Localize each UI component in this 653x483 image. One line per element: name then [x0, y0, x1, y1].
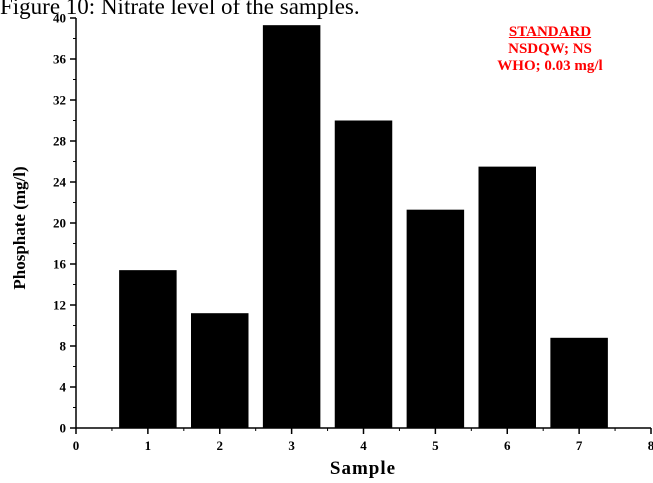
- standard-line-who: WHO; 0.03 mg/l: [497, 58, 603, 74]
- bar-sample-1: [119, 270, 177, 428]
- bars-group: [119, 25, 608, 429]
- x-tick-label: 1: [145, 438, 152, 453]
- x-tick-label: 0: [73, 438, 80, 453]
- y-tick-label: 8: [60, 339, 67, 354]
- standard-legend: STANDARD NSDQW; NS WHO; 0.03 mg/l: [480, 24, 620, 75]
- bar-sample-4: [334, 120, 393, 428]
- bar-sample-2: [191, 313, 249, 428]
- x-tick-label: 8: [648, 438, 653, 453]
- bar-sample-6: [478, 166, 536, 428]
- y-tick-label: 16: [53, 257, 67, 272]
- x-tick-label: 6: [504, 438, 511, 453]
- bar-sample-3: [262, 25, 321, 429]
- bar-sample-5: [406, 209, 465, 428]
- y-tick-label: 12: [53, 298, 66, 313]
- x-tick-label: 2: [217, 438, 224, 453]
- y-tick-label: 4: [60, 380, 67, 395]
- x-tick-label: 5: [432, 438, 439, 453]
- x-tick-label: 3: [288, 438, 295, 453]
- bar-sample-7: [550, 337, 608, 428]
- y-tick-label: 20: [53, 216, 66, 231]
- y-tick-label: 0: [60, 421, 67, 436]
- x-axis-label: Sample: [330, 458, 396, 479]
- y-tick-label: 40: [53, 11, 66, 26]
- y-tick-label: 28: [53, 134, 67, 149]
- y-tick-label: 24: [53, 175, 67, 190]
- y-tick-label: 36: [53, 52, 67, 67]
- y-axis-label: Phosphate (mg/l): [10, 166, 29, 289]
- x-tick-label: 7: [576, 438, 583, 453]
- y-tick-label: 32: [53, 93, 66, 108]
- standard-line-nsdqw: NSDQW; NS: [508, 41, 592, 57]
- figure-caption: Figure 10: Nitrate level of the samples.: [0, 0, 360, 19]
- standard-title: STANDARD: [508, 24, 592, 40]
- x-tick-label: 4: [360, 438, 367, 453]
